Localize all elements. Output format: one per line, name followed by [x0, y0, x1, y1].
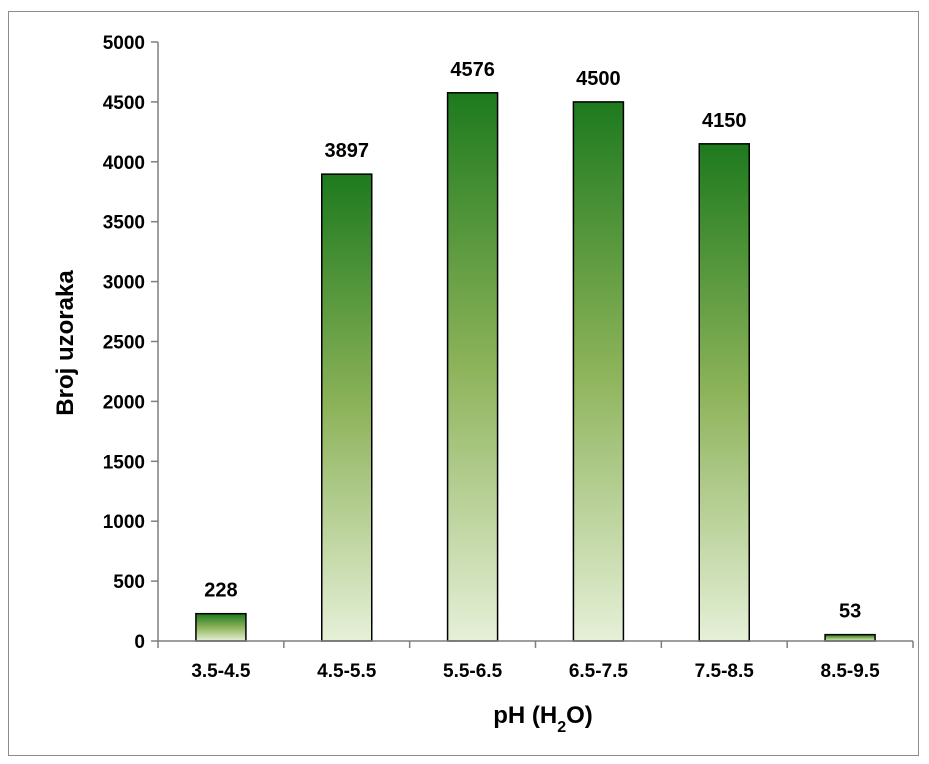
x-axis-title-main: pH (H	[493, 702, 557, 729]
bar-7.5-8.5	[698, 143, 750, 642]
x-tick-label: 3.5-4.5	[191, 661, 251, 682]
x-axis-title-subscript: 2	[557, 719, 566, 736]
y-tick-label: 1000	[103, 512, 145, 533]
bar-4.5-5.5	[321, 173, 373, 642]
data-labels: 228 3897 4576 4500 4150 53	[204, 59, 861, 623]
y-tick-label: 2500	[103, 333, 145, 354]
y-tick-label: 1500	[103, 452, 145, 473]
data-label: 4576	[450, 59, 495, 81]
bars	[195, 92, 876, 642]
y-tick-label: 3500	[103, 213, 145, 234]
y-tick-label: 4500	[103, 93, 145, 114]
y-tick-label: 0	[134, 632, 145, 653]
bar-6.5-7.5	[572, 101, 625, 642]
y-tick-label: 3000	[103, 273, 145, 294]
y-axis-title: Broj uzoraka	[52, 270, 79, 416]
data-label: 4150	[702, 110, 747, 132]
x-axis-title-suffix: O)	[566, 702, 593, 729]
x-tick-label: 5.5-6.5	[443, 661, 503, 682]
bar-8.5-9.5	[824, 633, 876, 642]
x-axis-title: pH (H2O)	[493, 702, 593, 736]
y-tick-label: 4000	[103, 153, 145, 174]
bar-5.5-6.5	[446, 92, 499, 642]
data-label: 53	[839, 601, 861, 623]
data-label: 4500	[576, 68, 621, 90]
y-tick-label: 2000	[103, 392, 145, 413]
x-tick-label: 7.5-8.5	[695, 661, 755, 682]
y-tick-label: 500	[113, 572, 145, 593]
y-axis-ticks: 0 500 1000 1500 2000 2500 3000 3500 4000 4500 5000	[103, 33, 158, 653]
x-tick-label: 4.5-5.5	[317, 661, 377, 682]
bar-3.5-4.5	[195, 612, 247, 642]
x-tick-label: 6.5-7.5	[569, 661, 629, 682]
x-tick-label: 8.5-9.5	[821, 661, 881, 682]
data-label: 228	[204, 580, 237, 602]
data-label: 3897	[325, 140, 370, 162]
x-axis-ticks: 3.5-4.5 4.5-5.5 5.5-6.5 6.5-7.5 7.5-8.5 8.5-9…	[157, 641, 914, 682]
y-tick-label: 5000	[103, 33, 145, 54]
